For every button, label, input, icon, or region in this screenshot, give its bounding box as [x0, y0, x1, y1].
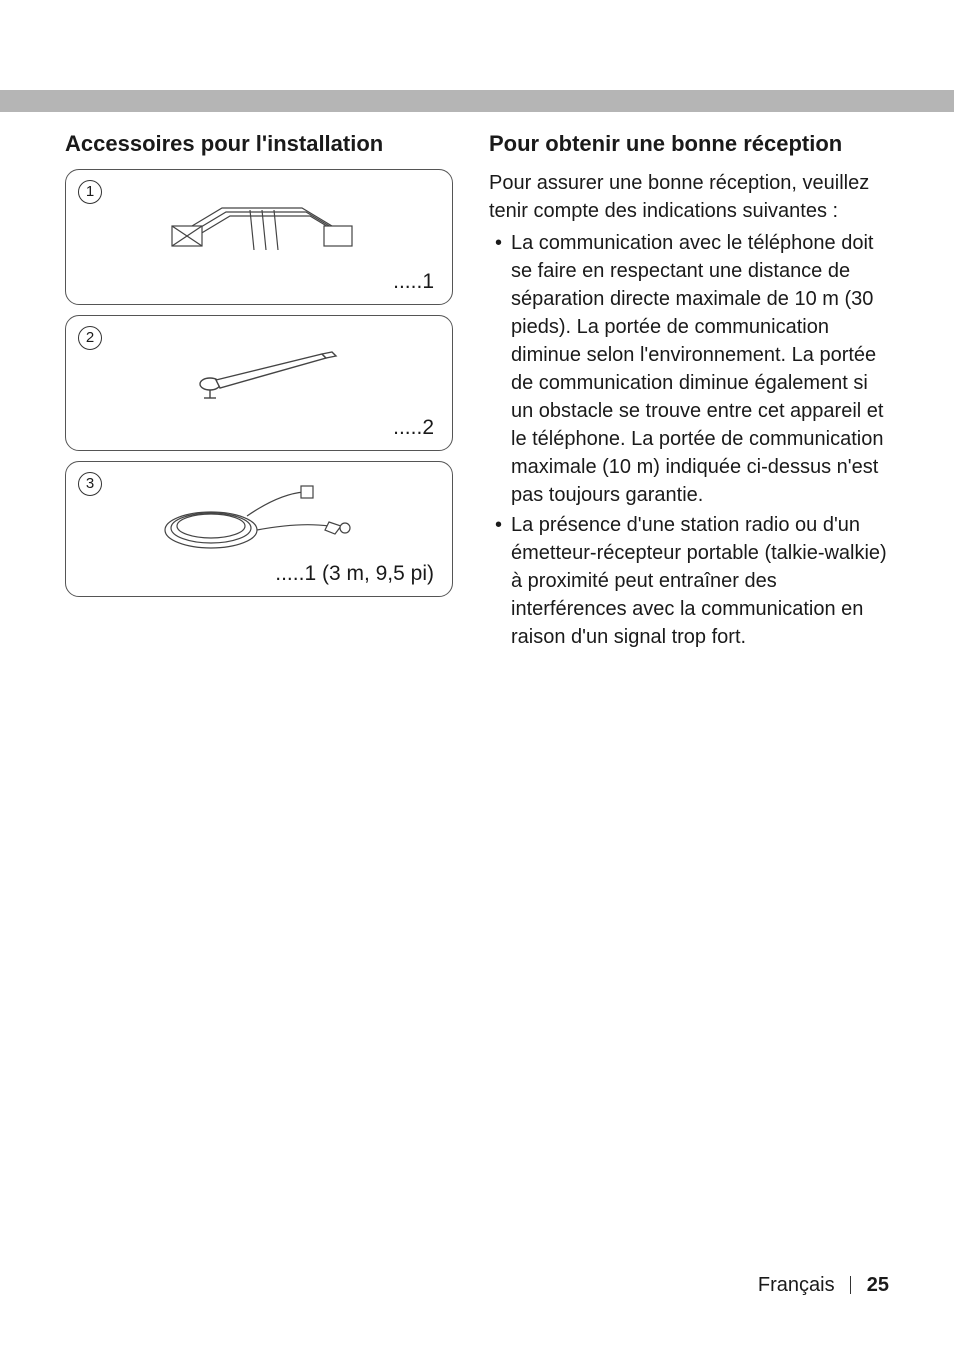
footer-page-number: 25 — [867, 1274, 889, 1296]
left-column: Accessoires pour l'installation 1 — [65, 130, 453, 653]
figure-qty-3: .....1 (3 m, 9,5 pi) — [74, 562, 444, 588]
reception-intro: Pour assurer une bonne réception, veuill… — [489, 169, 889, 225]
reception-bullets: La communication avec le téléphone doit … — [489, 229, 889, 651]
removal-key-icon — [74, 324, 444, 416]
reception-heading: Pour obtenir une bonne réception — [489, 130, 889, 159]
footer-separator — [850, 1276, 851, 1294]
wiring-harness-icon — [74, 178, 444, 270]
footer-language: Français — [758, 1274, 835, 1296]
figure-qty-2: .....2 — [74, 416, 444, 442]
figure-number-2: 2 — [78, 326, 102, 350]
bullet-1: La communication avec le téléphone doit … — [489, 229, 889, 509]
accessories-heading: Accessoires pour l'installation — [65, 130, 453, 159]
page-footer: Français 25 — [758, 1274, 889, 1297]
figure-box-3: 3 .....1 (3 m, 9,5 pi) — [65, 461, 453, 597]
page-content: Accessoires pour l'installation 1 — [65, 130, 895, 653]
figure-box-2: 2 .....2 — [65, 315, 453, 451]
figure-qty-1: .....1 — [74, 270, 444, 296]
mic-cable-icon — [74, 470, 444, 562]
figure-box-1: 1 .....1 — [65, 169, 453, 305]
figure-number-1: 1 — [78, 180, 102, 204]
right-column: Pour obtenir une bonne réception Pour as… — [489, 130, 889, 653]
header-gray-bar — [0, 90, 954, 112]
bullet-2: La présence d'une station radio ou d'un … — [489, 511, 889, 651]
figure-number-3: 3 — [78, 472, 102, 496]
